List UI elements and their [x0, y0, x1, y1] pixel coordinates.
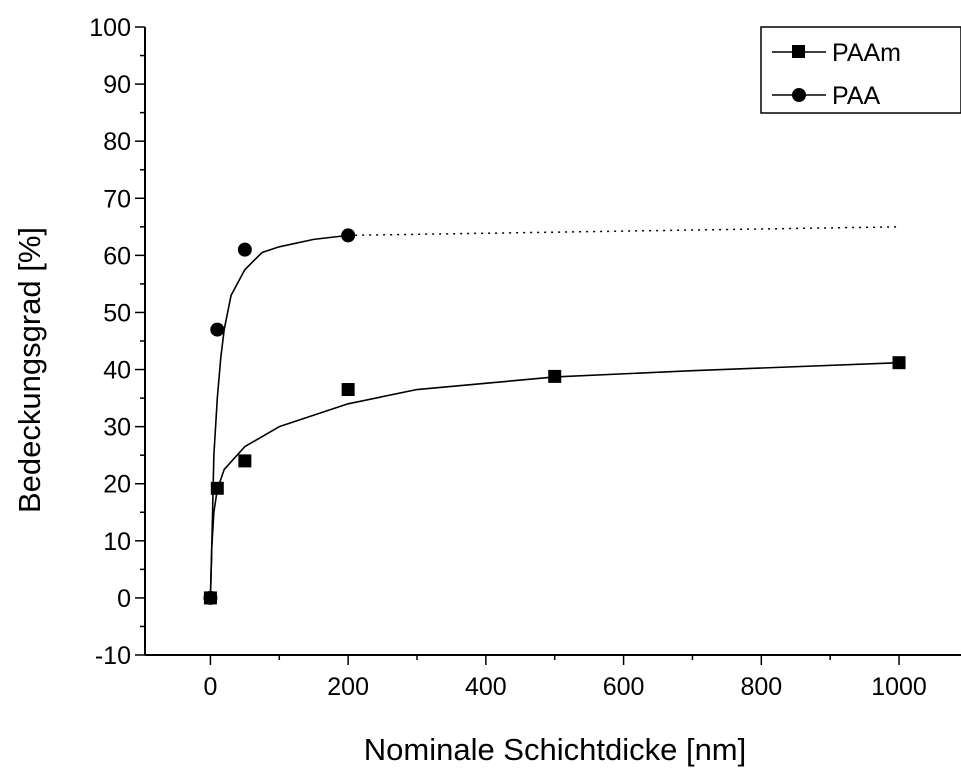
x-tick-label: 400	[465, 673, 507, 701]
data-point-paa	[237, 242, 252, 257]
y-tick-label: 40	[103, 357, 131, 385]
data-point-paa	[203, 590, 218, 605]
data-point-paam	[210, 481, 224, 495]
legend-label-paam: PAAm	[832, 39, 901, 67]
y-axis-title: Bedeckungsgrad [%]	[12, 227, 47, 513]
data-point-paa	[341, 228, 356, 243]
fit-curve-paam	[209, 361, 900, 598]
y-tick-label: 50	[103, 299, 131, 327]
y-tick-label: 70	[103, 185, 131, 213]
fit-curve-paa	[209, 234, 349, 598]
fit-curves	[209, 226, 900, 598]
y-tick-label: 60	[103, 242, 131, 270]
data-point-paam	[238, 454, 252, 468]
y-tick-label: 0	[117, 585, 131, 613]
legend-label-paa: PAA	[832, 82, 880, 110]
x-tick-label: 800	[740, 673, 782, 701]
x-tick-label: 200	[327, 673, 369, 701]
y-tick-label: 100	[89, 14, 131, 42]
y-tick-label: 10	[103, 528, 131, 556]
y-tick-label: -10	[95, 642, 131, 670]
x-tick-label: 0	[203, 673, 217, 701]
extension-line-paa	[348, 226, 900, 237]
data-markers	[203, 228, 906, 605]
axis-ticks	[135, 26, 900, 665]
data-point-paam	[892, 356, 906, 370]
data-point-paam	[341, 383, 355, 397]
data-point-paa	[210, 322, 225, 337]
y-tick-label: 80	[103, 128, 131, 156]
legend: PAAm PAA	[760, 26, 961, 114]
legend-marker-paam	[792, 45, 805, 58]
y-tick-label: 90	[103, 71, 131, 99]
x-axis-title: Nominale Schichtdicke [nm]	[364, 732, 747, 767]
legend-marker-paa	[792, 88, 806, 102]
data-point-paam	[548, 369, 562, 383]
tick-labels: 0 200 400 600 800 1000 -10 0 10 20 30 40 50 60 70 80 90 1…	[89, 14, 927, 701]
y-tick-label: 20	[103, 471, 131, 499]
x-tick-label: 600	[603, 673, 645, 701]
y-tick-label: 30	[103, 414, 131, 442]
x-tick-label: 1000	[871, 673, 927, 701]
